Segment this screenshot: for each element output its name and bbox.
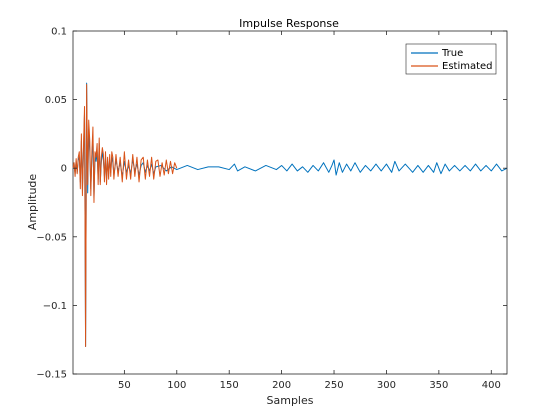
y-tick-label: −0.1	[43, 301, 67, 312]
y-tick-label: 0	[61, 164, 67, 175]
x-tick-label: 400	[482, 380, 501, 391]
y-axis-title: Amplitude	[26, 174, 39, 231]
legend-label-true: True	[441, 48, 463, 59]
series-line-estimated	[72, 84, 178, 348]
plot-area: 50 100 150 200 250 300 350 400 −0.15 −0.1 −0.05 0 0.…	[36, 27, 508, 391]
x-tick-label: 250	[324, 380, 343, 391]
legend-label-estimated: Estimated	[442, 61, 493, 72]
x-tick-label: 300	[377, 380, 396, 391]
x-tick-label: 50	[118, 380, 131, 391]
x-tick-label: 100	[167, 380, 186, 391]
x-tick-label: 350	[429, 380, 448, 391]
x-tick-label: 150	[220, 380, 239, 391]
y-tick-label: 0.1	[51, 27, 67, 38]
x-axis-title: Samples	[267, 394, 314, 407]
axes-box	[72, 30, 508, 375]
tick-layer: 50 100 150 200 250 300 350 400 −0.15 −0.1 −0.05 0 0.…	[36, 27, 507, 391]
legend: True Estimated	[405, 43, 497, 75]
y-tick-label: −0.05	[36, 232, 67, 243]
y-tick-label: 0.05	[45, 95, 67, 106]
chart-title: Impulse Response	[239, 17, 339, 30]
y-tick-label: −0.15	[36, 370, 67, 381]
legend-box	[405, 43, 497, 75]
series-layer	[72, 82, 508, 348]
x-tick-label: 200	[272, 380, 291, 391]
